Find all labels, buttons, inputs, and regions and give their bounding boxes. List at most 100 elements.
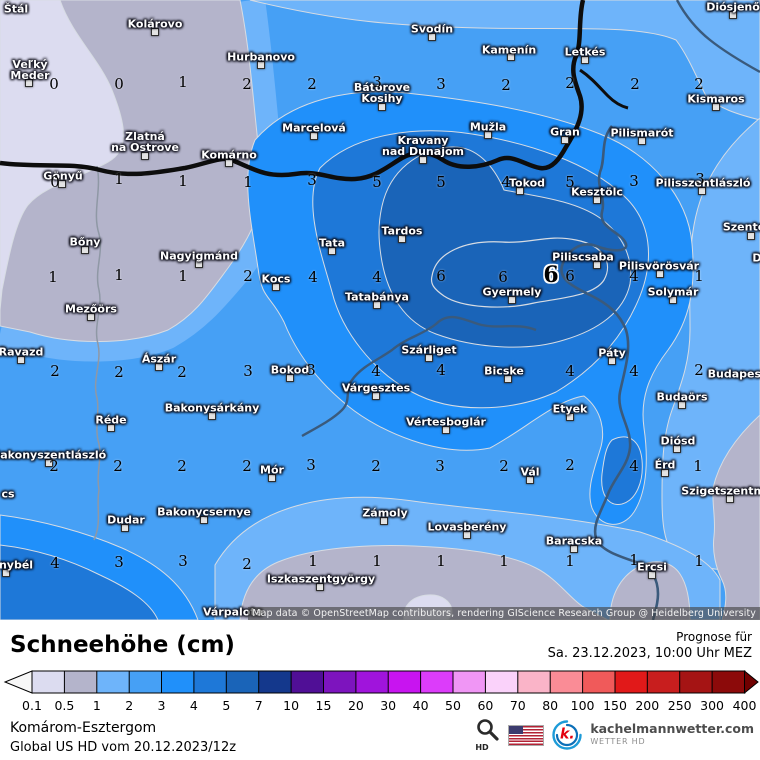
snow-value: 4 xyxy=(629,362,639,380)
colorbar-tick: 80 xyxy=(542,698,558,713)
town-marker xyxy=(257,61,265,69)
town-marker xyxy=(378,103,386,111)
town-marker xyxy=(570,545,578,553)
snow-value: 3 xyxy=(114,553,124,571)
snow-value: 2 xyxy=(565,456,575,474)
town-marker xyxy=(561,136,569,144)
snow-value: 2 xyxy=(49,457,59,475)
town-marker xyxy=(656,270,664,278)
colorbar-tick: 50 xyxy=(445,698,461,713)
snow-value: 1 xyxy=(243,173,253,191)
snow-value: 2 xyxy=(242,457,252,475)
map-attribution: Map data © OpenStreetMap contributors, r… xyxy=(248,607,760,620)
snow-value: 2 xyxy=(501,76,511,94)
colorbar-right-arrow xyxy=(744,669,759,695)
town-marker xyxy=(484,131,492,139)
colorbar-cell xyxy=(549,670,584,694)
town-marker xyxy=(729,11,737,19)
contour-6cm xyxy=(430,237,609,308)
colorbar-tick: 60 xyxy=(477,698,493,713)
forecast-datetime: Sa. 23.12.2023, 10:00 Uhr MEZ xyxy=(547,646,752,661)
brand-text: kachelmannwetter.com WETTER HD xyxy=(590,722,754,748)
snow-value: 6 xyxy=(436,267,446,285)
colorbar-tick: 30 xyxy=(380,698,396,713)
danube-bend xyxy=(579,68,629,110)
town-marker xyxy=(661,469,669,477)
snow-value: 1 xyxy=(48,268,58,286)
colorbar-tick: 4 xyxy=(190,698,198,713)
town-marker xyxy=(747,232,755,240)
snow-value: 4 xyxy=(436,361,446,379)
town-marker xyxy=(87,313,95,321)
snow-depth-map[interactable]: Štál Kolárovo Veľký Meder Hurbanovo Svodín Ka… xyxy=(0,0,760,620)
snow-value: 2 xyxy=(177,363,187,381)
band-1-2cm-west xyxy=(0,0,286,362)
forecast-label: Prognose für xyxy=(676,630,752,644)
town-marker xyxy=(428,33,436,41)
snow-value: 3 xyxy=(372,73,382,91)
snow-value: 1 xyxy=(178,172,188,190)
colorbar-tick: 70 xyxy=(510,698,526,713)
snow-value: 2 xyxy=(565,74,575,92)
town-marker xyxy=(669,296,677,304)
town-marker xyxy=(425,354,433,362)
kachelmann-logo-icon: k. xyxy=(551,719,583,751)
footer-brand: HD k. kachelmannwetter.com WETTER HD xyxy=(475,718,754,752)
town-marker xyxy=(373,301,381,309)
town-marker xyxy=(419,156,427,164)
town-marker xyxy=(141,152,149,160)
snow-value: 5 xyxy=(372,173,382,191)
town-marker xyxy=(380,517,388,525)
colorbar-tick: 20 xyxy=(348,698,364,713)
snow-value: 4 xyxy=(308,268,318,286)
colorbar-tick: 300 xyxy=(700,698,724,713)
colorbar-tick: 0.5 xyxy=(54,698,74,713)
snow-value: 3 xyxy=(243,362,253,380)
colorbar-cell xyxy=(63,670,98,694)
flag-canton xyxy=(509,725,524,734)
snow-value: 1 xyxy=(694,552,704,570)
snow-value: 1 xyxy=(436,552,446,570)
town-marker xyxy=(17,356,25,364)
snow-value: 3 xyxy=(306,361,316,379)
band-05-1cm-south xyxy=(239,545,609,620)
town-marker xyxy=(25,79,33,87)
snow-max-value: 6 xyxy=(543,262,559,288)
snow-value: 3 xyxy=(435,457,445,475)
town-marker xyxy=(638,137,646,145)
snow-value: 4 xyxy=(501,173,511,191)
town-marker xyxy=(608,357,616,365)
band-05-1cm-ercsi xyxy=(609,561,691,620)
map-canvas xyxy=(0,0,760,620)
colorbar-cell xyxy=(355,670,390,694)
snow-value: 1 xyxy=(565,552,575,570)
colorbar-tick: 1 xyxy=(93,698,101,713)
snow-value: 3 xyxy=(695,170,705,188)
town-marker xyxy=(698,187,706,195)
colorbar-cell xyxy=(193,670,228,694)
hd-zoom-icon: HD xyxy=(475,718,501,752)
snow-value: 2 xyxy=(371,457,381,475)
colorbar-cell xyxy=(225,670,260,694)
colorbar-tick: 7 xyxy=(255,698,263,713)
snow-value: 3 xyxy=(307,171,317,189)
colorbar-tick: 10 xyxy=(283,698,299,713)
county-border-east xyxy=(560,125,660,620)
model-run: Global US HD vom 20.12.2023/12z xyxy=(10,740,237,755)
colorbar-tick: 200 xyxy=(635,698,659,713)
town-marker xyxy=(516,187,524,195)
logo-swirl xyxy=(552,720,583,750)
town-marker xyxy=(398,235,406,243)
colorbar-cell xyxy=(161,670,195,694)
colorbar-tick: 0.1 xyxy=(22,698,42,713)
band-1-2cm-north xyxy=(249,0,760,121)
snow-value: 4 xyxy=(371,362,381,380)
snow-value: 1 xyxy=(114,170,124,188)
snow-value: 1 xyxy=(499,552,509,570)
colorbar-cell xyxy=(323,670,357,694)
snow-value: 4 xyxy=(372,268,382,286)
colorbar-tick: 150 xyxy=(603,698,627,713)
snow-value: 2 xyxy=(694,361,704,379)
snow-value: 0 xyxy=(50,173,60,191)
town-marker xyxy=(268,474,276,482)
